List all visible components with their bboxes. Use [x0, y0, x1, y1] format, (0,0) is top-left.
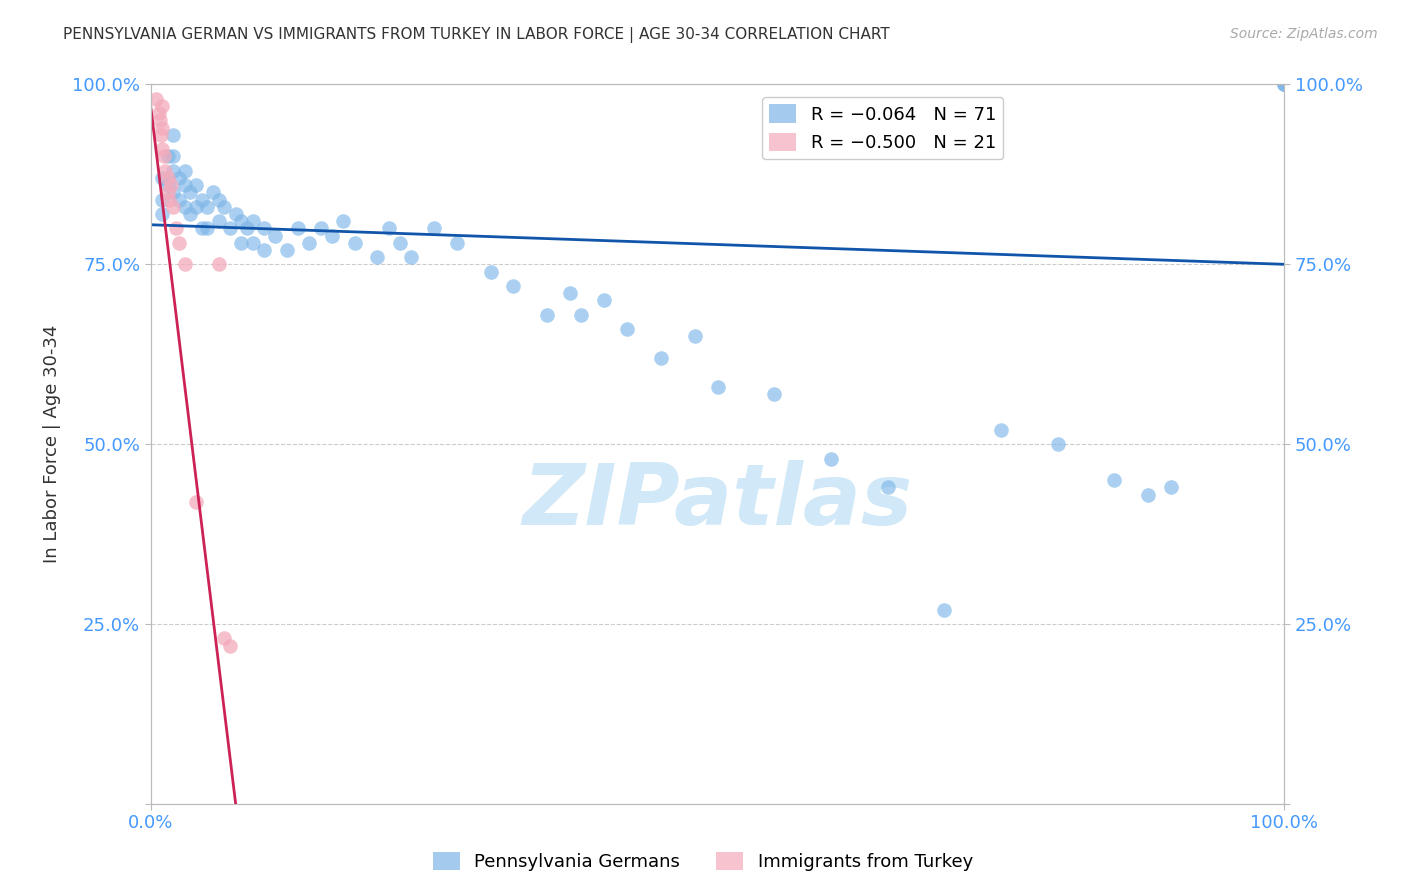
Point [683, 329, 706, 343]
Point [179, 186, 201, 200]
Point [195, 200, 218, 214]
Point [321, 228, 343, 243]
Point [156, 186, 179, 200]
Point [173, 163, 195, 178]
Point [706, 379, 728, 393]
Point [184, 178, 207, 193]
Text: ZIPatlas: ZIPatlas [523, 460, 912, 543]
Point [156, 149, 179, 163]
Point [156, 171, 179, 186]
Point [149, 113, 172, 128]
Text: PENNSYLVANIA GERMAN VS IMMIGRANTS FROM TURKEY IN LABOR FORCE | AGE 30-34 CORRELA: PENNSYLVANIA GERMAN VS IMMIGRANTS FROM T… [63, 27, 890, 43]
Point [162, 200, 184, 214]
Point [242, 214, 264, 228]
Point [253, 243, 276, 257]
Point [276, 243, 298, 257]
Point [366, 250, 388, 264]
Point [162, 149, 184, 163]
Point [479, 264, 502, 278]
Point [332, 214, 354, 228]
Point [153, 149, 176, 163]
Point [264, 228, 287, 243]
Point [150, 99, 173, 113]
Point [184, 200, 207, 214]
Point [145, 92, 167, 106]
Point [502, 279, 524, 293]
Point [1046, 437, 1069, 451]
Point [287, 221, 309, 235]
Point [560, 286, 582, 301]
Point [309, 221, 332, 235]
Point [150, 193, 173, 207]
Point [219, 221, 242, 235]
Point [253, 221, 276, 235]
Point [148, 106, 170, 120]
Point [150, 120, 173, 135]
Point [162, 186, 184, 200]
Point [423, 221, 446, 235]
Point [160, 178, 183, 193]
Point [763, 387, 786, 401]
Point [593, 293, 616, 308]
Point [162, 163, 184, 178]
Point [208, 193, 231, 207]
Point [1104, 473, 1126, 487]
Point [820, 451, 842, 466]
Point [173, 257, 195, 271]
Point [1160, 480, 1182, 494]
Point [167, 171, 190, 186]
Point [990, 423, 1012, 437]
Point [225, 207, 247, 221]
Point [149, 128, 172, 142]
Point [236, 221, 259, 235]
Point [1137, 487, 1160, 501]
Point [389, 235, 412, 250]
Point [1274, 78, 1296, 92]
Point [616, 322, 638, 336]
Point [208, 257, 231, 271]
Point [214, 200, 236, 214]
Point [195, 221, 218, 235]
Point [150, 171, 173, 186]
Legend: Pennsylvania Germans, Immigrants from Turkey: Pennsylvania Germans, Immigrants from Tu… [426, 845, 980, 879]
Text: Source: ZipAtlas.com: Source: ZipAtlas.com [1230, 27, 1378, 41]
Point [165, 221, 187, 235]
Point [155, 163, 177, 178]
Point [934, 603, 956, 617]
Point [201, 186, 224, 200]
Point [298, 235, 321, 250]
Point [1274, 78, 1296, 92]
Point [1274, 78, 1296, 92]
Point [167, 193, 190, 207]
Point [190, 221, 212, 235]
Point [231, 235, 253, 250]
Point [173, 178, 195, 193]
Point [242, 235, 264, 250]
Point [377, 221, 399, 235]
Legend: R = −0.064   N = 71, R = −0.500   N = 21: R = −0.064 N = 71, R = −0.500 N = 21 [762, 97, 1004, 160]
Point [401, 250, 423, 264]
Point [214, 632, 236, 646]
Point [876, 480, 898, 494]
Point [162, 128, 184, 142]
Point [157, 193, 180, 207]
Point [173, 200, 195, 214]
Point [446, 235, 468, 250]
Point [190, 193, 212, 207]
Point [150, 207, 173, 221]
Point [179, 207, 201, 221]
Point [184, 495, 207, 509]
Y-axis label: In Labor Force | Age 30-34: In Labor Force | Age 30-34 [44, 325, 60, 564]
Point [150, 142, 173, 156]
Point [650, 351, 672, 365]
Point [208, 214, 231, 228]
Point [219, 639, 242, 653]
Point [156, 178, 179, 193]
Point [536, 308, 558, 322]
Point [167, 235, 190, 250]
Point [343, 235, 366, 250]
Point [571, 308, 593, 322]
Point [231, 214, 253, 228]
